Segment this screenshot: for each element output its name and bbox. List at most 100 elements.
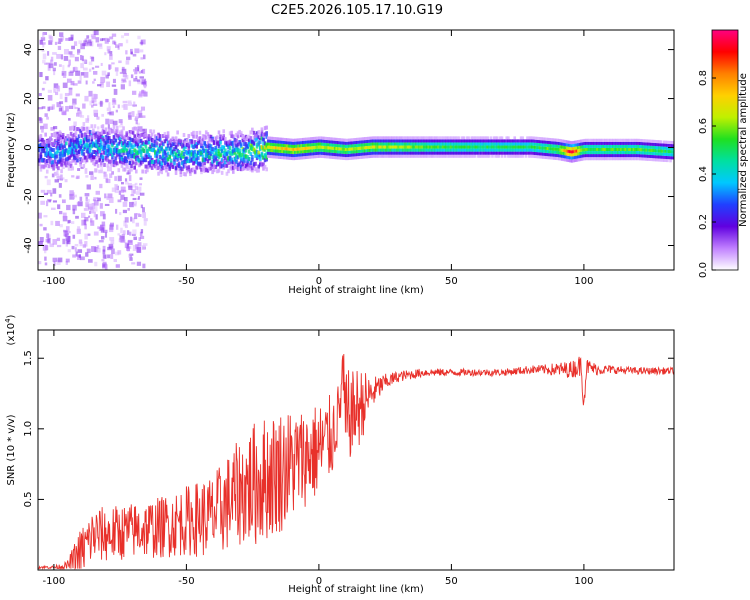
heatmap-cell — [97, 226, 102, 230]
heatmap-cell — [344, 144, 348, 148]
heatmap-cell — [648, 148, 652, 152]
heatmap-cell — [182, 154, 186, 159]
heatmap-cell — [279, 146, 283, 150]
heatmap-cell — [354, 153, 358, 157]
heatmap-cell — [40, 200, 45, 205]
heatmap-cell — [133, 154, 136, 159]
heatmap-cell — [230, 157, 233, 162]
heatmap-cell — [166, 162, 170, 167]
heatmap-cell — [324, 149, 327, 153]
heatmap-cell — [116, 224, 119, 230]
heatmap-cell — [543, 149, 547, 153]
heatmap-cell — [274, 149, 278, 153]
heatmap-cell — [297, 147, 300, 151]
heatmap-cell — [419, 136, 423, 140]
heatmap-cell — [619, 151, 623, 155]
heatmap-cell — [266, 151, 270, 155]
heatmap-cell — [397, 142, 400, 146]
colorbar-label: Normalized spectral amplitude — [738, 73, 749, 227]
heatmap-cell — [107, 246, 112, 251]
heatmap-cell — [460, 154, 464, 158]
heatmap-cell — [287, 153, 291, 157]
heatmap-cell — [143, 221, 147, 226]
heatmap-cell — [502, 145, 505, 149]
heatmap-cell — [375, 148, 378, 152]
heatmap-cell — [255, 168, 259, 173]
heatmap-cell — [203, 166, 206, 171]
heatmap-cell — [134, 182, 138, 186]
heatmap-cell — [216, 135, 219, 140]
heatmap-cell — [276, 149, 280, 153]
heatmap-cell — [206, 144, 210, 149]
heatmap-cell — [150, 142, 154, 147]
heatmap-cell — [624, 151, 628, 155]
heatmap-cell — [427, 142, 431, 146]
heatmap-cell — [41, 106, 46, 109]
heatmap-cell — [77, 127, 81, 132]
heatmap-cell — [379, 142, 383, 146]
heatmap-cell — [179, 155, 183, 160]
heatmap-cell — [231, 165, 235, 170]
heatmap-cell — [468, 151, 472, 155]
heatmap-cell — [91, 36, 96, 40]
heatmap-cell — [43, 123, 48, 130]
heatmap-cell — [41, 128, 44, 133]
heatmap-cell — [425, 151, 429, 155]
heatmap-cell — [306, 140, 310, 144]
heatmap-cell — [422, 154, 426, 158]
heatmap-cell — [425, 139, 429, 143]
heatmap-cell — [670, 141, 674, 145]
heatmap-cell — [464, 148, 467, 152]
heatmap-cell — [581, 145, 585, 149]
heatmap-cell — [133, 165, 136, 170]
heatmap-cell — [642, 154, 645, 158]
heatmap-cell — [340, 150, 343, 154]
heatmap-cell — [672, 153, 674, 157]
heatmap-cell — [545, 152, 548, 156]
heatmap-cell — [562, 145, 566, 149]
heatmap-cell — [322, 148, 326, 152]
heatmap-cell — [101, 38, 106, 41]
heatmap-cell — [91, 246, 96, 252]
heatmap-cell — [86, 35, 90, 39]
heatmap-cell — [155, 158, 159, 163]
heatmap-cell — [424, 136, 427, 140]
heatmap-cell — [289, 147, 292, 151]
heatmap-cell — [107, 152, 111, 157]
heatmap-cell — [565, 143, 569, 147]
heatmap-cell — [615, 151, 618, 155]
heatmap-cell — [411, 151, 415, 155]
heatmap-cell — [76, 153, 79, 158]
heatmap-cell — [88, 142, 92, 147]
heatmap-cell — [53, 87, 56, 93]
heatmap-cell — [76, 112, 80, 117]
heatmap-cell — [230, 149, 233, 154]
heatmap-cell — [400, 142, 404, 146]
heatmap-cell — [542, 137, 545, 141]
spectrogram-frame — [37, 29, 675, 271]
heatmap-cell — [217, 140, 221, 145]
heatmap-cell — [42, 158, 46, 163]
heatmap-cell — [100, 76, 106, 83]
heatmap-cell — [128, 160, 132, 165]
heatmap-cell — [613, 157, 617, 161]
heatmap-cell — [95, 65, 100, 68]
heatmap-cell — [168, 146, 171, 151]
heatmap-cell — [220, 170, 224, 175]
heatmap-cell — [378, 136, 381, 140]
heatmap-cell — [448, 151, 451, 155]
heatmap-cell — [387, 145, 391, 149]
heatmap-cell — [236, 163, 240, 168]
heatmap-cell — [476, 148, 480, 152]
heatmap-cell — [476, 154, 480, 158]
heatmap-cell — [317, 148, 321, 152]
heatmap-cell — [190, 167, 194, 172]
heatmap-cell — [45, 200, 49, 207]
heatmap-cell — [141, 132, 144, 137]
heatmap-cell — [368, 142, 372, 146]
heatmap-cell — [255, 136, 259, 141]
heatmap-cell — [473, 145, 477, 149]
heatmap-cell — [144, 169, 148, 174]
heatmap-cell — [123, 220, 126, 227]
heatmap-cell — [152, 143, 156, 148]
